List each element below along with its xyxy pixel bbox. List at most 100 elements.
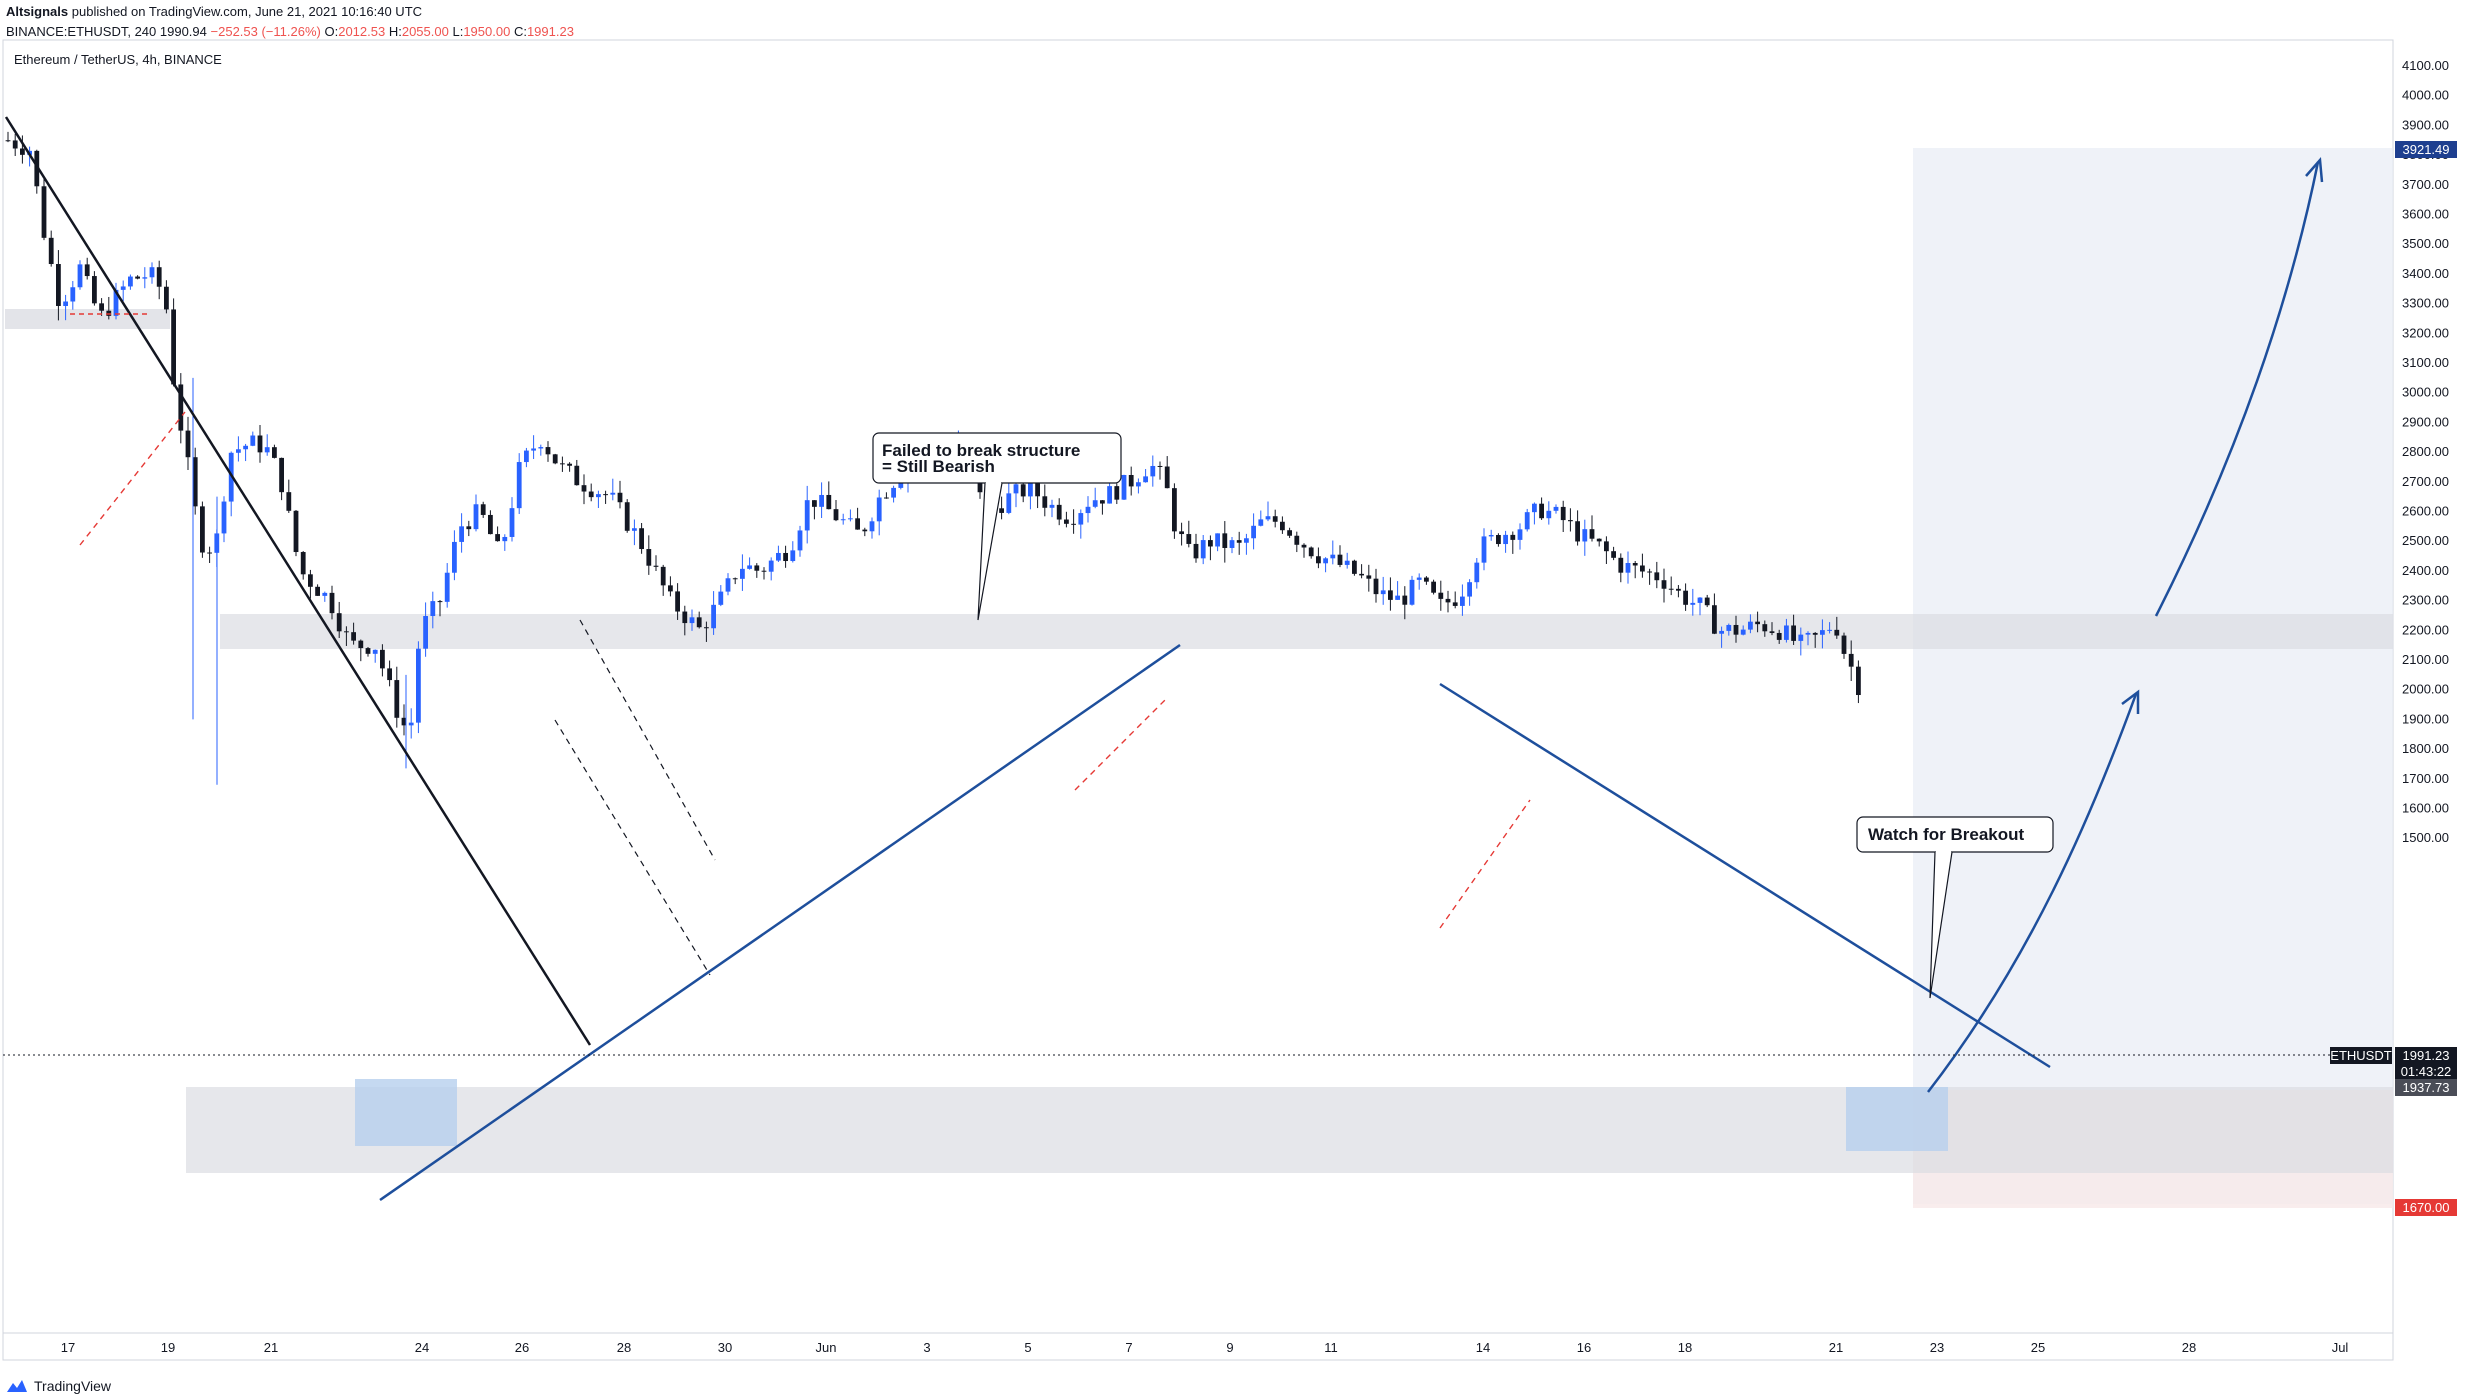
ticker-price-tag: ETHUSDT 1991.23 01:43:22 (2330, 1047, 2457, 1081)
candle-body (1064, 519, 1069, 524)
candle-body (1841, 635, 1847, 654)
callout-bearish-line1: Failed to break structure (882, 441, 1080, 460)
candle-body (1395, 595, 1400, 600)
target-price-text: 3921.49 (2403, 142, 2450, 157)
time-tick-label: 28 (2182, 1340, 2196, 1355)
support-zone (186, 1087, 2393, 1173)
candle-body (804, 500, 810, 531)
flag-dashed-red-1 (79, 411, 186, 546)
candle-body (740, 568, 745, 579)
target-zone (1913, 148, 2393, 1204)
price-tick-label: 1800.00 (2402, 741, 2449, 756)
candle-body (1546, 510, 1552, 519)
candle-body (1236, 540, 1242, 543)
candle-body (1611, 551, 1616, 558)
candle-body (1452, 602, 1458, 606)
candle-body (452, 541, 457, 573)
candle-body (581, 485, 587, 492)
candle-body (1668, 588, 1674, 590)
time-tick-label: 18 (1678, 1340, 1692, 1355)
projection-arrow-lower (1927, 693, 2138, 1093)
time-tick-label: 9 (1226, 1340, 1233, 1355)
candle-body (1416, 577, 1422, 580)
price-tick-label: 4100.00 (2402, 58, 2449, 73)
candle-body (1215, 533, 1220, 547)
close-label: C: (513, 24, 527, 39)
candle-body (1071, 523, 1076, 525)
candle-body (286, 492, 292, 511)
demand-box-right (1846, 1087, 1948, 1151)
candle-body (63, 301, 68, 306)
candle-body (840, 519, 846, 521)
candle-body (257, 435, 263, 453)
price-tick-label: 4000.00 (2402, 88, 2449, 103)
candle-body (1589, 529, 1595, 539)
candle-body (1121, 474, 1127, 500)
candle-body (178, 384, 184, 431)
last-price: 1990.94 (159, 24, 207, 39)
candle-body (473, 504, 479, 530)
footer-brand: TradingView (34, 1378, 112, 1394)
time-tick-label: 21 (264, 1340, 278, 1355)
candle-body (876, 497, 882, 522)
price-tick-label: 3500.00 (2402, 236, 2449, 251)
price-tick-label: 3100.00 (2402, 355, 2449, 370)
candle-body (394, 680, 400, 718)
author-name[interactable]: Altsignals (6, 4, 69, 19)
candle-body (567, 463, 572, 466)
stop-price-tag: 1670.00 (2395, 1199, 2457, 1216)
candle-body (1323, 558, 1328, 564)
candle-body (1582, 529, 1588, 542)
candle-body (1078, 513, 1084, 525)
candle-body (1510, 534, 1516, 540)
candle-body (1755, 621, 1760, 625)
candle-body (1683, 590, 1688, 605)
time-axis[interactable]: 17 19 21 24 26 28 30 Jun 3 5 7 9 11 14 16 18 21 23 25 28 Jul (61, 1340, 2349, 1355)
candle-body (689, 617, 695, 624)
candle-body (1380, 590, 1386, 595)
price-axis[interactable]: 4100.004000.003900.003800.003700.003600.… (2402, 58, 2449, 845)
candle-body (322, 592, 328, 596)
candle-body (1791, 625, 1796, 641)
candle-body (999, 508, 1004, 513)
price-tick-label: 3400.00 (2402, 266, 2449, 281)
candle-body (1762, 624, 1768, 632)
candle-body (437, 601, 443, 603)
candle-body (1258, 519, 1264, 526)
candle-body (221, 501, 227, 534)
candle-body (653, 565, 659, 567)
candle-body (1640, 565, 1645, 572)
candle-body (164, 286, 169, 310)
candle-body (401, 717, 407, 726)
time-tick-label: 16 (1577, 1340, 1591, 1355)
symbol-info: BINANCE:ETHUSDT, 240 (6, 24, 157, 39)
candle-body (574, 465, 580, 486)
candle-body (171, 309, 176, 385)
candle-body (1690, 602, 1696, 605)
candle-body (1013, 484, 1019, 494)
candle-body (891, 487, 896, 498)
candle-body (848, 518, 853, 520)
candle-body (185, 430, 191, 458)
candle-body (495, 534, 500, 542)
candle-body (732, 578, 738, 580)
candle-body (538, 447, 544, 449)
time-tick-label: 24 (415, 1340, 429, 1355)
candle-body (632, 528, 637, 531)
candle-body (1222, 533, 1228, 548)
countdown-text: 01:43:22 (2401, 1064, 2452, 1079)
price-tick-label: 3600.00 (2402, 207, 2449, 222)
candle-body (1704, 597, 1710, 606)
candle-body (1287, 530, 1292, 536)
low-label: L: (452, 24, 464, 39)
candle-body (408, 722, 414, 726)
candle-body (1316, 556, 1321, 564)
candle-body (1402, 595, 1408, 605)
candle-body (1812, 632, 1818, 635)
candle-body (1575, 521, 1580, 542)
candle-body (1366, 575, 1372, 579)
descending-trendline (1439, 682, 2051, 1069)
time-tick-label: 25 (2031, 1340, 2045, 1355)
candle-body (200, 506, 205, 553)
